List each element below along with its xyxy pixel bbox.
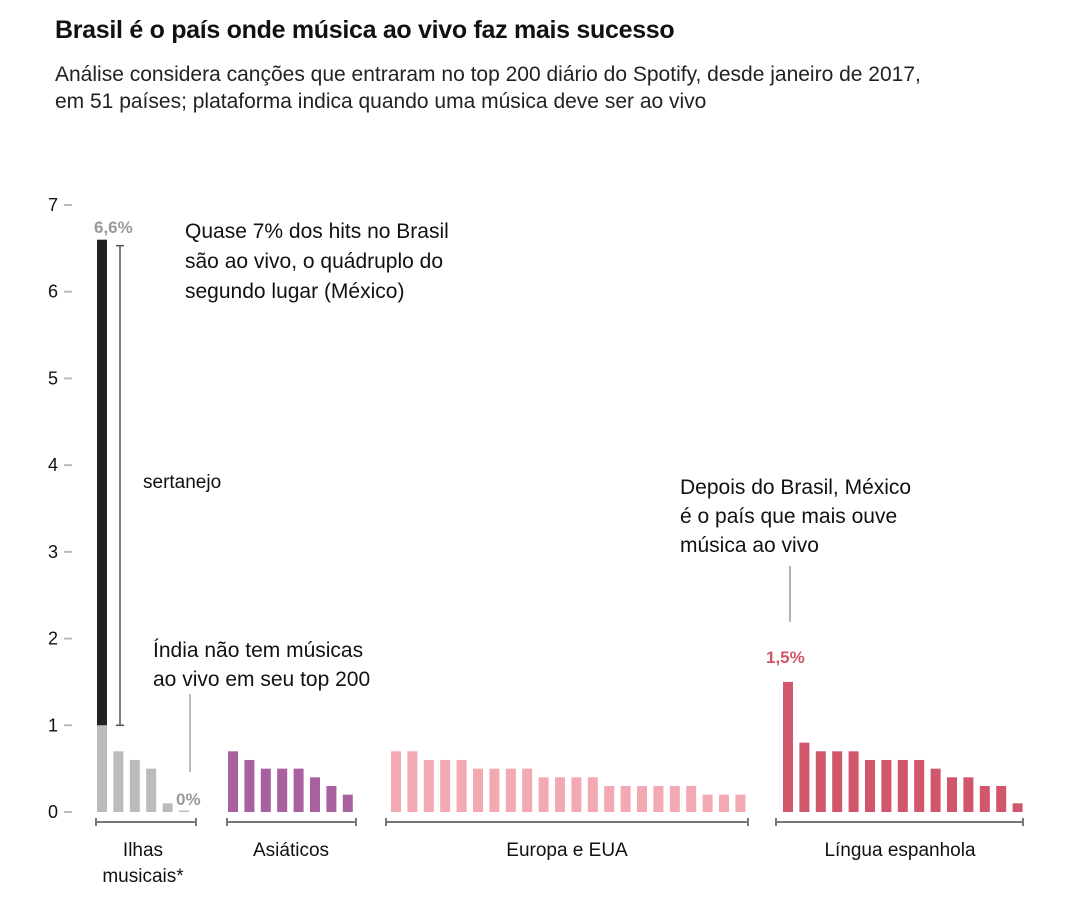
bar	[848, 751, 859, 812]
bar	[293, 768, 304, 812]
bar	[277, 768, 288, 812]
bar	[669, 785, 680, 812]
bar	[702, 794, 713, 812]
bar	[620, 785, 631, 812]
bar	[244, 759, 255, 812]
bar	[1012, 803, 1023, 812]
y-tick-label: 4	[48, 455, 58, 475]
bar	[914, 759, 925, 812]
group-label: Europa e EUA	[506, 840, 628, 861]
bar	[571, 777, 582, 812]
bar	[260, 768, 271, 812]
bar	[996, 785, 1007, 812]
bar	[783, 681, 793, 812]
bar	[310, 777, 320, 812]
bar	[97, 725, 107, 812]
sertanejo-label: sertanejo	[143, 472, 221, 493]
bar	[979, 785, 990, 812]
bar	[456, 759, 467, 812]
bar	[963, 777, 974, 812]
group-label: Asiáticos	[253, 840, 329, 861]
annotation-mexico: música ao vivo	[680, 534, 819, 557]
bar	[653, 785, 664, 812]
annotation-brasil: são ao vivo, o quádruplo do	[185, 250, 443, 273]
bar	[686, 785, 697, 812]
bar	[146, 768, 157, 812]
chart-title: Brasil é o país onde música ao vivo faz …	[55, 16, 675, 44]
group-label: Ilhas	[123, 840, 163, 861]
bar	[162, 803, 173, 812]
annotation-india: Índia não tem músicas	[153, 639, 363, 662]
bar	[522, 768, 533, 812]
bar	[587, 777, 598, 812]
bar-sertanejo	[97, 239, 107, 726]
bar	[489, 768, 500, 812]
bar	[129, 759, 140, 812]
mexico-value-label: 1,5%	[766, 648, 805, 667]
bar	[326, 785, 337, 812]
bar	[440, 759, 451, 812]
annotation-india: ao vivo em seu top 200	[153, 668, 370, 691]
bar	[832, 751, 843, 812]
y-tick-label: 3	[48, 542, 58, 562]
y-tick-label: 5	[48, 368, 58, 388]
chart-subtitle: Análise considera canções que entraram n…	[55, 63, 921, 113]
bar	[947, 777, 957, 812]
annotation-mexico: é o país que mais ouve	[680, 505, 897, 528]
india-value-label: 0%	[176, 790, 201, 809]
bar	[538, 777, 549, 812]
group-label: Língua espanhola	[824, 840, 976, 861]
bar	[391, 751, 401, 812]
y-tick-label: 7	[48, 195, 58, 215]
bar	[407, 751, 418, 812]
bar	[897, 759, 908, 812]
y-tick-label: 1	[48, 715, 58, 735]
y-tick-label: 6	[48, 282, 58, 302]
annotation-brasil: Quase 7% dos hits no Brasil	[185, 220, 449, 243]
bar	[881, 759, 892, 812]
bar	[637, 785, 647, 812]
bar	[604, 785, 615, 812]
group-label: musicais*	[102, 866, 184, 887]
bar	[423, 759, 434, 812]
bar	[179, 810, 189, 812]
y-tick-label: 2	[48, 629, 58, 649]
bar	[342, 794, 353, 812]
bar	[719, 794, 729, 812]
bar	[113, 751, 124, 812]
bar	[865, 759, 875, 812]
bar	[799, 742, 810, 812]
bar	[815, 751, 826, 812]
bar	[473, 768, 483, 812]
annotation-brasil: segundo lugar (México)	[185, 280, 404, 303]
y-tick-label: 0	[48, 802, 58, 822]
bar	[505, 768, 516, 812]
bar	[930, 768, 941, 812]
bar	[555, 777, 565, 812]
annotation-mexico: Depois do Brasil, México	[680, 476, 911, 499]
brasil-value-label: 6,6%	[94, 218, 133, 237]
bar	[735, 794, 746, 812]
bar	[228, 751, 238, 812]
